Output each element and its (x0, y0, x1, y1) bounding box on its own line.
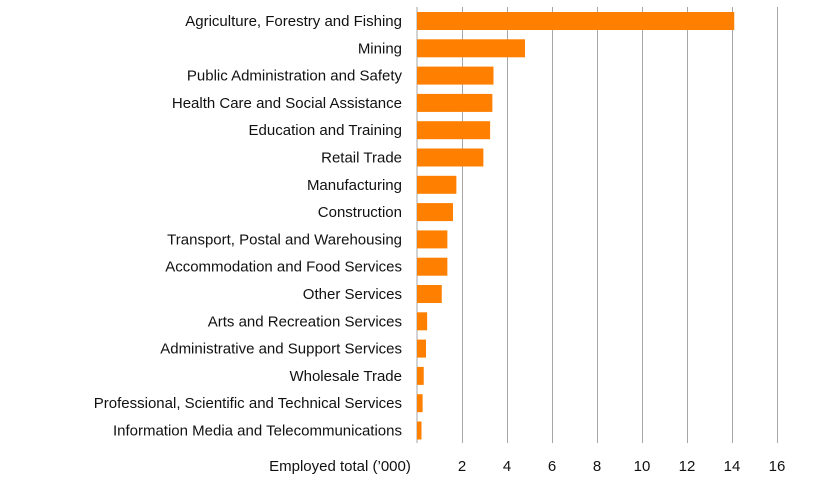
x-tick-labels: 2 4 6 8 10 12 14 16 (458, 458, 786, 475)
category-label: Administrative and Support Services (160, 341, 402, 358)
x-tick-label: 12 (679, 458, 696, 475)
category-label: Information Media and Telecommunications (113, 423, 402, 440)
bar (417, 39, 525, 58)
bar (417, 421, 422, 440)
x-axis-title: Employed total (’000) (269, 458, 411, 475)
bar (417, 394, 423, 413)
category-label: Manufacturing (307, 177, 402, 194)
category-label: Mining (358, 40, 402, 57)
bars (417, 12, 735, 440)
bar (417, 285, 442, 303)
category-label: Wholesale Trade (289, 368, 402, 385)
category-label: Accommodation and Food Services (165, 259, 402, 276)
category-label: Agriculture, Forestry and Fishing (185, 13, 402, 30)
category-label: Education and Training (249, 122, 402, 139)
category-labels: Agriculture, Forestry and Fishing Mining P… (94, 13, 403, 440)
bar (417, 12, 735, 30)
x-tick-label: 10 (634, 458, 651, 475)
category-label: Public Administration and Safety (187, 68, 403, 85)
bar (417, 230, 448, 249)
bar (417, 312, 428, 331)
bar (417, 93, 493, 112)
bar (417, 257, 448, 276)
bar (417, 203, 453, 222)
x-tick-label: 16 (769, 458, 786, 475)
category-label: Construction (318, 204, 402, 221)
category-label: Arts and Recreation Services (208, 313, 402, 330)
bar (417, 339, 426, 358)
bar (417, 366, 424, 385)
category-label: Health Care and Social Assistance (172, 95, 402, 112)
x-tick-label: 14 (724, 458, 741, 475)
category-label: Retail Trade (321, 150, 402, 167)
x-tick-label: 2 (458, 458, 466, 475)
bar (417, 148, 484, 167)
bar (417, 66, 494, 85)
x-tick-label: 8 (593, 458, 601, 475)
x-tick-label: 4 (503, 458, 511, 475)
category-label: Transport, Postal and Warehousing (167, 231, 402, 248)
category-label: Other Services (303, 286, 402, 303)
bar (417, 175, 457, 194)
x-tick-label: 6 (548, 458, 556, 475)
bar (417, 121, 491, 140)
category-label: Professional, Scientific and Technical S… (94, 395, 402, 412)
